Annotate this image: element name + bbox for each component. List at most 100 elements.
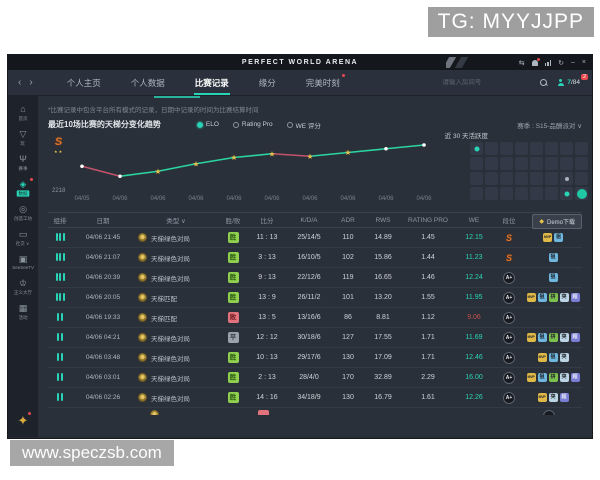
platform-logo-icon[interactable]: ✦ [18,412,32,429]
highlight-badge-chao[interactable]: 超 [570,293,580,302]
heatmap-cell[interactable] [470,142,483,155]
highlight-badge-ju[interactable]: 狙 [537,373,547,382]
room-search-input[interactable] [442,79,531,86]
highlight-badge-tu[interactable]: 突 [559,293,569,302]
heatmap-cell[interactable] [470,187,483,200]
heatmap-cell[interactable] [515,187,528,200]
dot-marker[interactable] [384,146,388,151]
highlight-badge-mvp[interactable]: MVP [543,233,552,242]
tab-3[interactable]: 比赛记录 [195,71,229,95]
heatmap-cell[interactable] [500,172,513,185]
back-arrow-icon[interactable]: ‹ [18,77,22,88]
highlight-badge-chao[interactable]: 超 [570,333,580,342]
heatmap-cell[interactable] [560,187,573,200]
highlight-badge-tu[interactable]: 突 [548,393,558,402]
highlight-badge-ju[interactable]: 狙 [537,333,547,342]
sidebar-item-data[interactable]: ◈ 数据 [16,178,33,197]
search-icon[interactable] [540,79,548,86]
highlight-badge-ju[interactable]: 狙 [548,253,558,262]
table-row[interactable]: 04/06 20:05 天梯匹配 胜 13 : 9 26/11/2 101 13.20 1.5… [48,288,582,308]
table-row[interactable]: 04/06 19:33 天梯匹配 败 13 : 5 13/16/6 86 8.81 1.12 9… [48,308,582,328]
highlight-badge-chao[interactable]: 超 [559,393,569,402]
table-row[interactable]: 04/06 21:07 天梯绿色对局 胜 3 : 13 16/10/5 102 15.86 1… [48,248,582,268]
heatmap-cell[interactable] [560,172,573,185]
online-counter[interactable]: 7/84 2 [557,74,588,86]
heatmap-cell[interactable] [470,157,483,170]
sidebar-item-seeseetv[interactable]: ▣ SeeSeeTV [11,254,35,271]
heatmap-cell[interactable] [545,172,558,185]
heatmap-cell[interactable] [560,142,573,155]
heatmap-cell[interactable] [560,157,573,170]
season-select[interactable]: 赛季 : S15-品酬派对 ∨ [517,122,582,130]
dot-marker[interactable] [80,164,84,169]
dot-marker[interactable] [118,174,122,179]
minimize-icon[interactable]: – [571,59,575,66]
tab-4[interactable]: 缘分 [258,77,276,88]
heatmap-cell[interactable] [545,157,558,170]
demo-button[interactable]: ◆ Demo下载 [532,214,582,229]
highlight-badge-ju[interactable]: 狙 [537,293,547,302]
heatmap-cell[interactable] [515,157,528,170]
header-type[interactable]: 类型 ∨ [166,218,186,225]
heatmap-cell[interactable] [515,142,528,155]
sidebar-item-activity[interactable]: ▦ 活动 [18,303,28,321]
sidebar-item-justice[interactable]: ♔ 正义大厅 [13,278,33,296]
heatmap-cell[interactable] [485,187,498,200]
highlight-badge-pin[interactable]: 拼 [548,293,558,302]
highlight-badge-tu[interactable]: 突 [559,353,569,362]
tab-2[interactable]: 个人数据 [130,77,165,88]
heatmap-cell[interactable] [575,187,588,200]
heatmap-cell[interactable] [515,172,528,185]
table-row[interactable]: 04/06 20:39 天梯绿色对局 胜 9 : 13 22/12/6 119 16.65 1… [48,268,582,288]
radio-rating-pro[interactable]: Rating Pro [232,120,273,130]
table-row[interactable]: 04/06 03:48 天梯绿色对局 胜 10 : 13 29/17/6 130 17.09… [48,348,582,368]
heatmap-cell[interactable] [470,172,483,185]
heatmap-cell[interactable] [500,187,513,200]
highlight-badge-tu[interactable]: 突 [559,373,569,382]
close-icon[interactable]: × [581,59,586,66]
heatmap-cell[interactable] [485,142,498,155]
heatmap-cell[interactable] [575,172,588,185]
radio-elo[interactable]: ELO [196,120,219,130]
swap-icon[interactable]: ⇆ [518,59,525,67]
sidebar-item-home[interactable]: ⌂ 首页 [18,104,28,122]
tab-5[interactable]: 完美时刻 [306,71,345,95]
highlight-badge-ju[interactable]: 狙 [548,273,558,282]
highlight-badge-mvp[interactable]: MVP [537,353,547,362]
highlight-badge-ju[interactable]: 狙 [554,233,563,242]
sidebar-item-events[interactable]: Ψ 赛事 [18,154,28,172]
heatmap-cell[interactable] [530,157,543,170]
table-row[interactable]: 04/06 21:45 天梯绿色对局 胜 11 : 13 25/14/5 110 14.89… [48,228,582,248]
table-row[interactable]: 04/06 04:21 天梯绿色对局 平 12 : 12 30/18/6 127 17.55… [48,328,582,348]
dot-marker[interactable] [422,143,426,147]
highlight-badge-mvp[interactable]: MVP [526,333,536,342]
star-marker[interactable]: ★ [155,167,162,176]
star-marker[interactable]: ★ [231,153,238,162]
star-marker[interactable]: ★ [345,148,352,157]
sidebar-item-social[interactable]: ▭ 社交 ∨ [15,229,30,247]
tab-1[interactable]: 个人主页 [66,77,101,88]
heatmap-cell[interactable] [500,157,513,170]
table-row[interactable]: 04/06 03:01 天梯绿色对局 胜 2 : 13 28/4/0 170 32.89 2.… [48,368,582,388]
highlight-badge-chao[interactable]: 超 [570,373,580,382]
highlight-badge-mvp[interactable]: MVP [526,373,536,382]
heatmap-cell[interactable] [485,157,498,170]
sidebar-item-play[interactable]: ▽ 玩 [20,129,27,147]
heatmap-cell[interactable] [575,142,588,155]
heatmap-cell[interactable] [545,142,558,155]
table-row[interactable]: 04/06 02:26 天梯绿色对局 胜 14 : 16 34/18/9 130 16.79… [48,388,582,408]
forward-arrow-icon[interactable]: › [29,77,33,88]
sidebar-item-workshop[interactable]: ◎ 创造工坊 [13,204,33,222]
heatmap-cell[interactable] [545,187,558,200]
radio-we-评分[interactable]: WE 评分 [286,120,321,130]
star-marker[interactable]: ★ [307,152,314,161]
heatmap-cell[interactable] [485,172,498,185]
highlight-badge-ju[interactable]: 狙 [548,353,558,362]
signal-icon[interactable] [544,59,552,66]
highlight-badge-tu[interactable]: 突 [559,333,569,342]
highlight-badge-pin[interactable]: 拼 [548,333,558,342]
highlight-badge-mvp[interactable]: MVP [537,393,547,402]
refresh-icon[interactable]: ↻ [558,59,564,67]
star-marker[interactable]: ★ [269,149,276,158]
heatmap-cell[interactable] [530,172,543,185]
